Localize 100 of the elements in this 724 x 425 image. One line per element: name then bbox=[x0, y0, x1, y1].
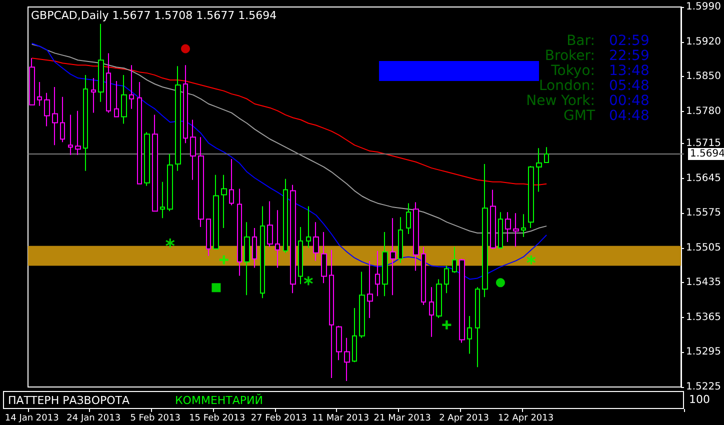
candlestick bbox=[68, 114, 73, 156]
candlestick bbox=[114, 80, 119, 118]
y-tick-label: 1.5990 bbox=[686, 2, 722, 12]
candlestick bbox=[329, 249, 334, 379]
candlestick bbox=[244, 222, 250, 296]
candlestick bbox=[313, 222, 319, 262]
candlestick bbox=[129, 64, 134, 110]
candlestick bbox=[237, 188, 242, 276]
candlestick bbox=[321, 232, 327, 284]
candlestick bbox=[444, 265, 449, 294]
candlestick bbox=[467, 315, 472, 354]
candlestick bbox=[52, 86, 58, 146]
annotation: London: bbox=[538, 78, 595, 94]
text: 100 bbox=[689, 393, 710, 406]
point bbox=[496, 278, 505, 288]
y-tick-label: 1.5920 bbox=[686, 36, 722, 48]
candlestick bbox=[521, 214, 526, 238]
candlestick bbox=[375, 250, 380, 297]
y-tick-label: 1.5505 bbox=[686, 242, 722, 254]
candlestick bbox=[306, 206, 311, 248]
candlestick bbox=[37, 82, 42, 106]
y-tick-label: 1.5435 bbox=[686, 277, 722, 288]
annotation: Broker: bbox=[544, 48, 595, 64]
y-tick-label: 1.5225 bbox=[686, 382, 722, 392]
annotation: 22:59 bbox=[609, 48, 650, 64]
candlestick bbox=[390, 218, 396, 296]
point bbox=[212, 283, 221, 292]
annotation: 05:48 bbox=[609, 78, 650, 94]
candlestick bbox=[75, 110, 81, 156]
point bbox=[181, 44, 190, 54]
candlestick bbox=[60, 96, 65, 143]
point bbox=[526, 255, 536, 264]
candlestick bbox=[98, 23, 104, 102]
annotation: 02:59 bbox=[609, 33, 650, 49]
candlestick bbox=[482, 163, 488, 298]
annotation: 13:48 bbox=[609, 63, 650, 79]
candlestick bbox=[206, 218, 211, 256]
y-tick-label: 1.5715 bbox=[686, 138, 722, 150]
candlestick bbox=[144, 132, 150, 186]
candlestick bbox=[275, 210, 280, 268]
candlestick bbox=[528, 165, 534, 229]
y-tick-label: 1.5365 bbox=[686, 312, 722, 323]
x-tick-label: 21 Mar 2013 bbox=[374, 414, 431, 424]
x-tick-label: 15 Feb 2013 bbox=[189, 414, 246, 424]
candlestick bbox=[229, 158, 234, 206]
candlestick bbox=[536, 148, 542, 192]
candlestick bbox=[267, 200, 273, 248]
candlestick bbox=[413, 202, 419, 272]
annotation: GMT bbox=[564, 108, 595, 124]
candlestick bbox=[421, 246, 426, 306]
y-tick-label: 1.5850 bbox=[686, 71, 722, 82]
candlestick bbox=[406, 202, 411, 235]
text: КОММЕНТАРИЙ bbox=[175, 394, 264, 407]
point bbox=[304, 276, 313, 286]
x-tick-label: 2 Apr 2013 bbox=[439, 414, 490, 424]
annotation: Bar: bbox=[566, 33, 595, 49]
candlestick bbox=[352, 308, 357, 363]
point bbox=[219, 255, 228, 264]
annotation: New York: bbox=[526, 93, 595, 109]
candlestick bbox=[544, 146, 549, 163]
candlestick bbox=[429, 286, 434, 338]
candlestick bbox=[252, 228, 257, 268]
x-tick-label: 24 Jan 2013 bbox=[66, 414, 121, 424]
candlestick bbox=[490, 189, 496, 250]
candlestick bbox=[160, 181, 165, 219]
candlestick bbox=[83, 74, 88, 172]
candlestick bbox=[44, 92, 50, 127]
candlestick bbox=[436, 278, 442, 318]
annotation: Tokyo: bbox=[551, 63, 595, 79]
candlestick bbox=[260, 206, 265, 299]
candlestick bbox=[498, 212, 503, 250]
candlestick bbox=[505, 212, 511, 242]
candlestick bbox=[344, 337, 350, 382]
candlestick bbox=[283, 178, 288, 254]
candlestick bbox=[513, 212, 519, 248]
text: ПАТТЕРН РАЗВОРОТА bbox=[8, 394, 130, 407]
candlestick bbox=[190, 119, 196, 180]
candlestick bbox=[359, 271, 365, 338]
candlestick bbox=[336, 325, 342, 361]
x-tick-label: 14 Jan 2013 bbox=[4, 414, 59, 424]
candlestick bbox=[175, 66, 181, 172]
candlestick bbox=[367, 260, 373, 318]
point bbox=[166, 238, 175, 248]
candlestick bbox=[91, 78, 96, 114]
y-tick-label: 1.5780 bbox=[686, 106, 722, 117]
candlestick bbox=[221, 174, 227, 229]
candlestick bbox=[452, 246, 457, 274]
y-tick-label: 1.5295 bbox=[686, 346, 722, 358]
candlestick bbox=[121, 74, 127, 124]
candlestick bbox=[183, 64, 188, 144]
candlestick bbox=[290, 184, 296, 294]
candlestick bbox=[398, 216, 403, 264]
candlestick bbox=[213, 174, 219, 250]
candlestick bbox=[137, 82, 142, 184]
x-tick-label: 11 Mar 2013 bbox=[312, 414, 370, 424]
chart-title: GBPCAD,Daily 1.5677 1.5708 1.5677 1.5694 bbox=[31, 9, 277, 22]
annotation: 00:48 bbox=[609, 93, 650, 109]
y-tick-label: 1.5575 bbox=[686, 208, 722, 219]
candlestick bbox=[167, 154, 173, 212]
candlestick bbox=[152, 114, 158, 212]
